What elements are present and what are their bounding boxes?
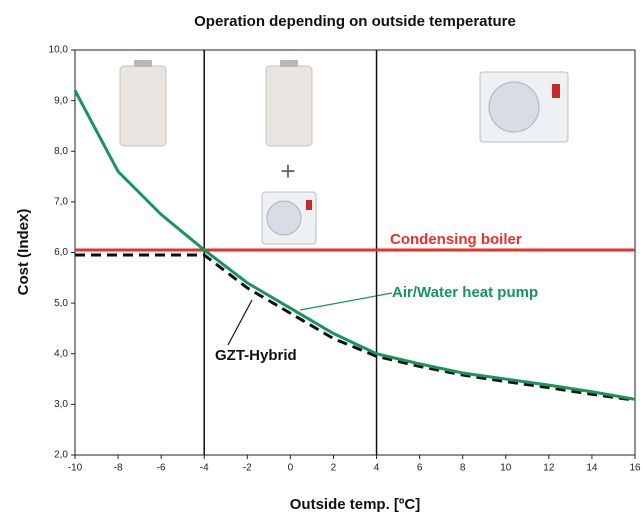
x-tick-label: 12 — [543, 463, 555, 474]
boiler-icon — [265, 60, 313, 147]
y-tick-label: 3,0 — [54, 399, 68, 410]
x-tick-label: -2 — [243, 463, 252, 474]
x-tick-label: -8 — [114, 463, 123, 474]
series-label: Condensing boiler — [390, 231, 522, 248]
x-tick-label: 0 — [288, 463, 294, 474]
y-tick-label: 2,0 — [54, 450, 68, 461]
series-label: Air/Water heat pump — [392, 284, 538, 301]
heat-pump-icon — [261, 191, 317, 245]
y-tick-label: 5,0 — [54, 298, 68, 309]
y-tick-label: 7,0 — [54, 197, 68, 208]
annotation-pointer — [299, 292, 393, 311]
x-axis-label: Outside temp. [ºC] — [290, 496, 420, 513]
x-tick-label: 8 — [460, 463, 466, 474]
y-tick-label: 4,0 — [54, 348, 68, 359]
x-tick-label: 10 — [500, 463, 512, 474]
annotation-pointer — [227, 299, 253, 346]
series-label: GZT-Hybrid — [215, 347, 297, 364]
x-tick-label: 4 — [374, 463, 380, 474]
y-tick-label: 10,0 — [49, 45, 69, 56]
series-line — [75, 253, 636, 402]
heat-pump-icon — [479, 71, 569, 143]
chart-title: Operation depending on outside temperatu… — [194, 13, 516, 30]
x-tick-label: -6 — [157, 463, 166, 474]
y-axis-label: Cost (Index) — [15, 209, 32, 296]
x-tick-label: 6 — [417, 463, 423, 474]
x-tick-label: 16 — [629, 463, 641, 474]
x-tick-label: -4 — [200, 463, 209, 474]
y-tick-label: 8,0 — [54, 146, 68, 157]
y-tick-label: 6,0 — [54, 247, 68, 258]
x-tick-label: -10 — [68, 463, 83, 474]
y-tick-label: 9,0 — [54, 95, 68, 106]
series-line — [73, 89, 636, 401]
annotation: + — [280, 156, 295, 186]
x-tick-label: 14 — [586, 463, 598, 474]
boiler-icon — [119, 60, 167, 147]
x-tick-label: 2 — [331, 463, 337, 474]
